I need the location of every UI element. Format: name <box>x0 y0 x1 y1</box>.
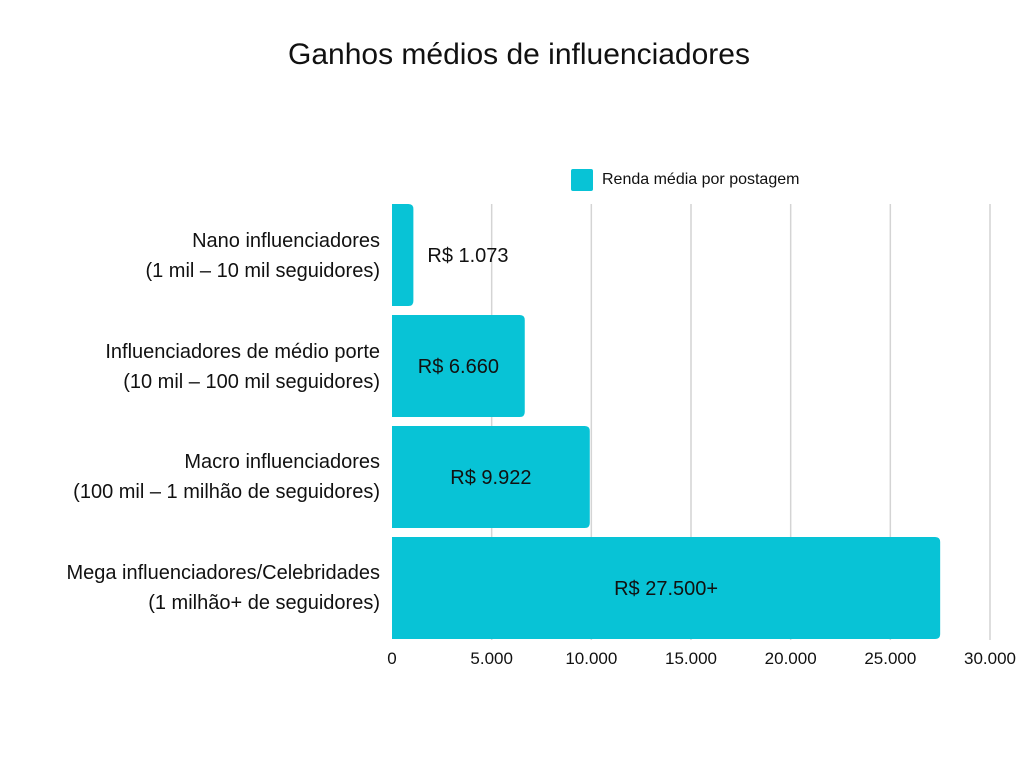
category-label-line: Mega influenciadores/Celebridades <box>66 562 380 584</box>
x-tick-label: 0 <box>387 649 396 668</box>
bar <box>392 537 941 639</box>
x-tick-label: 5.000 <box>470 649 513 668</box>
data-label: R$ 9.922 <box>450 467 531 489</box>
category-label-mega: Mega influenciadores/Celebridades (1 mil… <box>66 558 380 618</box>
category-label-line: Nano influenciadores <box>192 230 380 252</box>
x-tick-label: 15.000 <box>665 649 717 668</box>
bar <box>392 426 590 528</box>
x-tick-label: 30.000 <box>964 649 1016 668</box>
x-tick-label: 20.000 <box>765 649 817 668</box>
chart-title: Ganhos médios de influenciadores <box>288 38 750 71</box>
bar <box>392 204 414 306</box>
x-tick-label: 25.000 <box>864 649 916 668</box>
x-tick-label: 10.000 <box>565 649 617 668</box>
data-label: R$ 27.500+ <box>614 578 718 600</box>
data-label: R$ 1.073 <box>427 245 508 267</box>
x-axis-ticks: 0 5.000 10.000 15.000 20.000 25.000 30.000 <box>387 649 1016 668</box>
category-label-line: (100 mil – 1 milhão de seguidores) <box>73 481 380 503</box>
category-label-line: Influenciadores de médio porte <box>105 341 380 363</box>
category-label-line: (10 mil – 100 mil seguidores) <box>123 371 380 393</box>
legend-label: Renda média por postagem <box>602 171 800 188</box>
data-label: R$ 6.660 <box>418 356 499 378</box>
category-label-nano: Nano influenciadores (1 mil – 10 mil seg… <box>145 226 380 286</box>
data-labels: R$ 1.073 R$ 6.660 R$ 9.922 R$ 27.500+ <box>418 245 718 600</box>
legend: Renda média por postagem <box>571 169 799 191</box>
category-label-line: (1 milhão+ de seguidores) <box>148 592 380 614</box>
category-label-medio: Influenciadores de médio porte (10 mil –… <box>105 337 380 397</box>
bars <box>392 204 941 639</box>
category-label-line: (1 mil – 10 mil seguidores) <box>145 260 380 282</box>
category-label-line: Macro influenciadores <box>184 451 380 473</box>
category-label-macro: Macro influenciadores (100 mil – 1 milhã… <box>73 447 380 507</box>
bar <box>392 315 525 417</box>
legend-swatch <box>571 169 593 191</box>
